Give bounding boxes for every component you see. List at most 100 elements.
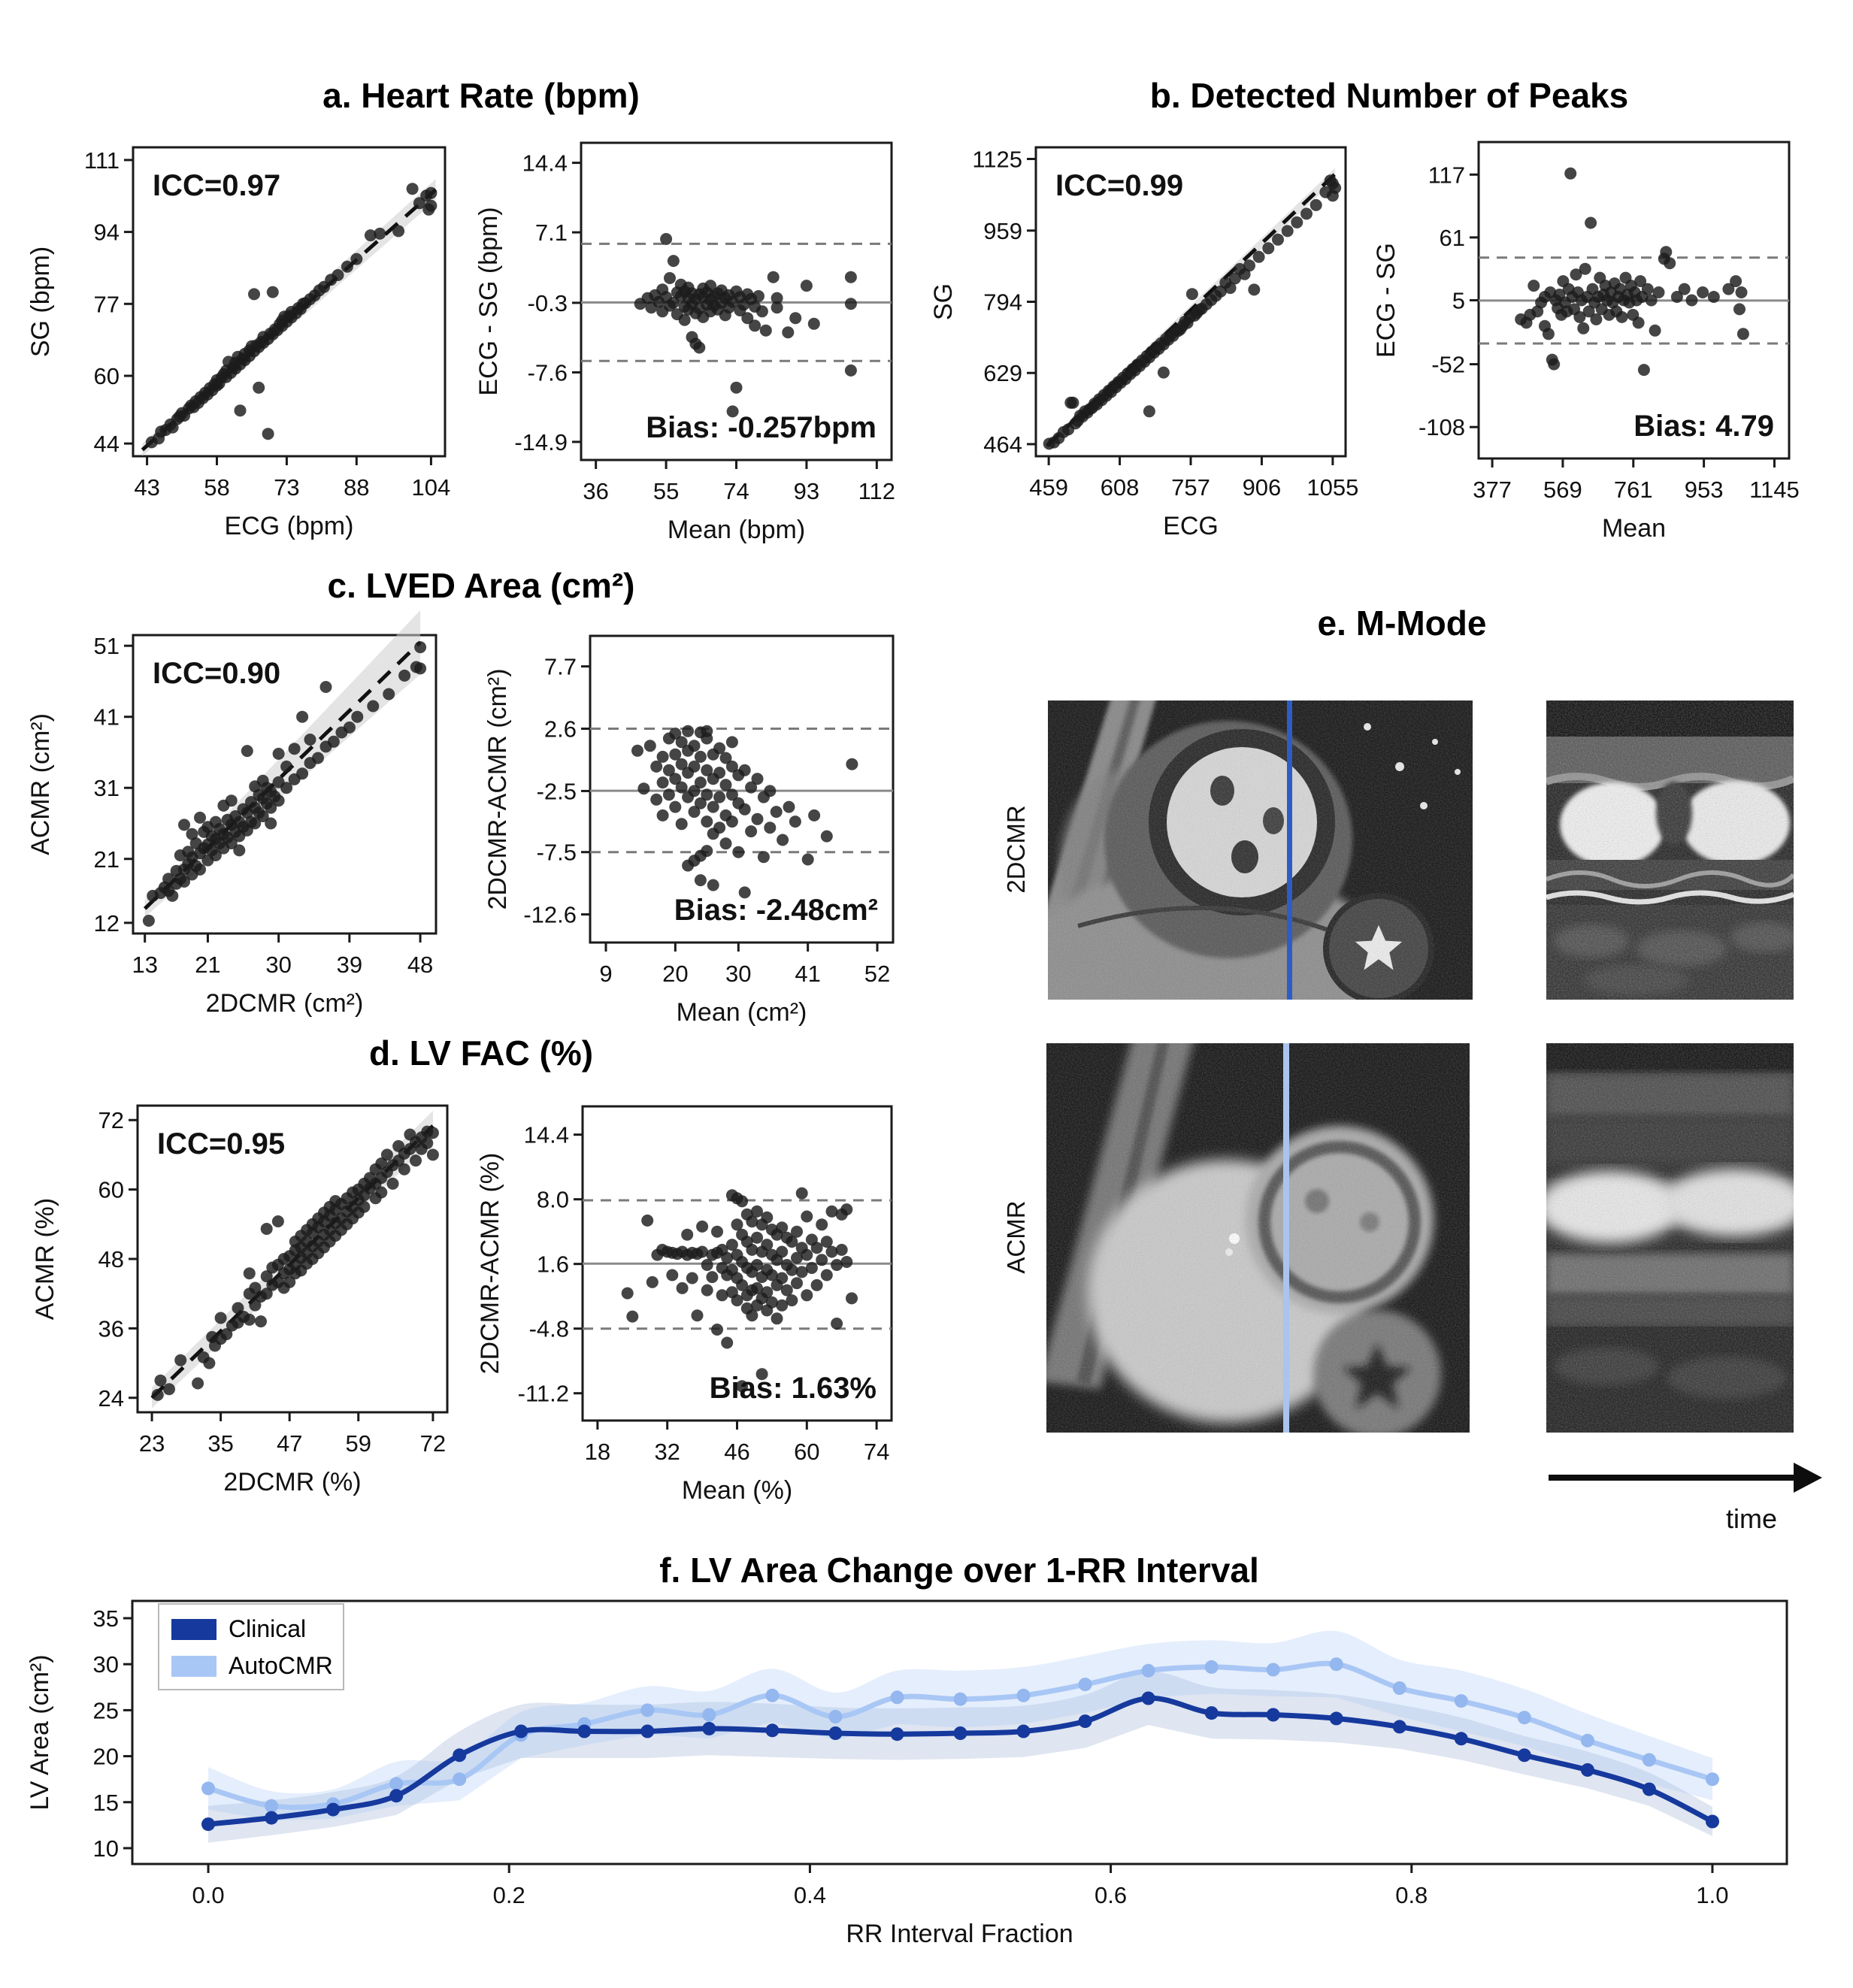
data-point bbox=[731, 1294, 743, 1307]
y-tick-label: 12 bbox=[94, 910, 120, 937]
x-axis-label: ECG (bpm) bbox=[225, 512, 354, 540]
y-axis-label: ECG - SG bbox=[1372, 243, 1400, 358]
x-tick-label: 55 bbox=[653, 478, 679, 504]
data-point bbox=[730, 381, 743, 394]
data-point bbox=[232, 1302, 244, 1315]
data-point bbox=[1224, 282, 1237, 295]
data-point bbox=[840, 1256, 853, 1268]
data-point bbox=[746, 1309, 758, 1322]
data-point bbox=[650, 760, 663, 773]
data-point bbox=[1252, 250, 1265, 263]
y-axis-label: SG (bpm) bbox=[26, 247, 55, 357]
data-point bbox=[283, 1275, 296, 1288]
data-point bbox=[178, 818, 190, 831]
y-tick-label: 629 bbox=[983, 360, 1022, 386]
legend-label-autocmr: AutoCMR bbox=[229, 1652, 333, 1679]
icc-label: ICC=0.90 bbox=[153, 657, 280, 690]
series-marker-autocmr bbox=[1266, 1663, 1280, 1677]
data-point bbox=[332, 269, 344, 281]
data-point bbox=[669, 728, 682, 740]
series-marker-clinical bbox=[514, 1724, 528, 1738]
data-point bbox=[701, 788, 713, 801]
data-point bbox=[414, 662, 427, 675]
y-tick-label: -108 bbox=[1419, 414, 1465, 440]
data-point bbox=[711, 1324, 723, 1336]
data-point bbox=[732, 846, 745, 858]
data-point bbox=[1281, 225, 1294, 238]
data-point bbox=[1649, 324, 1661, 337]
x-axis-label: Mean (bpm) bbox=[668, 516, 805, 544]
data-point bbox=[154, 1374, 167, 1387]
panel-c_ba: 9 20 30 41 52 7.7 2.6 -2.5 -7.5 -12.6 Mean (cm²) 2D… bbox=[483, 634, 895, 1027]
data-point bbox=[844, 298, 857, 310]
plot-frame bbox=[132, 634, 438, 935]
data-point bbox=[808, 809, 821, 822]
y-tick-label: 94 bbox=[94, 219, 120, 246]
data-point bbox=[656, 776, 669, 789]
data-point bbox=[203, 1357, 216, 1369]
data-point bbox=[694, 776, 707, 789]
x-tick-label: 43 bbox=[134, 474, 159, 501]
data-point bbox=[1577, 322, 1590, 334]
data-point bbox=[805, 1262, 818, 1274]
data-point bbox=[1641, 283, 1654, 295]
data-point bbox=[810, 1278, 823, 1291]
panel-a_ba: 36 55 74 93 112 14.4 7.1 -0.3 -7.6 -14.9 Mean (bpm… bbox=[474, 141, 895, 544]
x-tick-label: 9 bbox=[599, 961, 612, 987]
series-marker-clinical bbox=[765, 1723, 780, 1738]
data-point bbox=[725, 815, 738, 828]
data-point bbox=[280, 760, 293, 773]
data-point bbox=[1528, 280, 1540, 292]
x-tick-label: 20 bbox=[662, 961, 688, 987]
y-tick-label: -7.6 bbox=[528, 359, 568, 386]
data-point bbox=[374, 227, 386, 240]
data-point bbox=[406, 183, 419, 195]
series-marker-clinical bbox=[201, 1817, 215, 1832]
data-point bbox=[631, 744, 643, 757]
data-point bbox=[764, 822, 777, 834]
series-marker-autocmr bbox=[1642, 1753, 1656, 1767]
data-point bbox=[675, 758, 688, 770]
data-point bbox=[751, 773, 764, 785]
data-point bbox=[426, 1127, 439, 1139]
data-point bbox=[243, 1267, 256, 1280]
data-point bbox=[1685, 294, 1698, 307]
data-point bbox=[1579, 262, 1591, 275]
data-point bbox=[696, 1245, 709, 1258]
data-point bbox=[398, 1163, 410, 1176]
series-marker-autocmr bbox=[1329, 1657, 1343, 1672]
data-point bbox=[1707, 291, 1720, 303]
data-point bbox=[771, 292, 783, 304]
data-point bbox=[296, 767, 309, 780]
data-point bbox=[319, 681, 332, 693]
x-tick-label: 41 bbox=[795, 961, 820, 987]
x-tick-label: 608 bbox=[1101, 474, 1140, 501]
data-point bbox=[234, 404, 247, 417]
x-axis-label: ECG bbox=[1163, 512, 1219, 540]
data-point bbox=[296, 710, 309, 723]
data-point bbox=[807, 317, 820, 330]
legend-swatch-autocmr bbox=[171, 1655, 216, 1677]
data-point bbox=[771, 301, 783, 314]
x-tick-label: 13 bbox=[132, 952, 157, 978]
data-point bbox=[1660, 246, 1673, 259]
plot-frame bbox=[589, 634, 895, 944]
data-point bbox=[398, 669, 411, 682]
data-point bbox=[280, 782, 293, 794]
data-point bbox=[1730, 275, 1742, 288]
y-tick-label: 7.7 bbox=[544, 654, 577, 680]
y-axis-label: LV Area (cm²) bbox=[26, 1654, 54, 1810]
mri-2dcmr-image bbox=[1048, 700, 1473, 1000]
x-tick-label: 21 bbox=[195, 952, 220, 978]
data-point bbox=[820, 830, 833, 843]
panel-d_scatter: 23 35 47 59 72 24 36 48 60 72 2DCMR (%) ACMR (%) ICC… bbox=[31, 1104, 449, 1496]
legend-item-clinical: Clinical bbox=[171, 1615, 332, 1643]
data-point bbox=[249, 1299, 262, 1312]
data-point bbox=[801, 1210, 813, 1223]
data-point bbox=[262, 428, 274, 440]
legend-label-clinical: Clinical bbox=[229, 1615, 307, 1642]
series-marker-autocmr bbox=[201, 1781, 215, 1796]
mmode-row2-label: ACMR bbox=[1002, 1200, 1030, 1274]
series-marker-autocmr bbox=[640, 1703, 655, 1717]
